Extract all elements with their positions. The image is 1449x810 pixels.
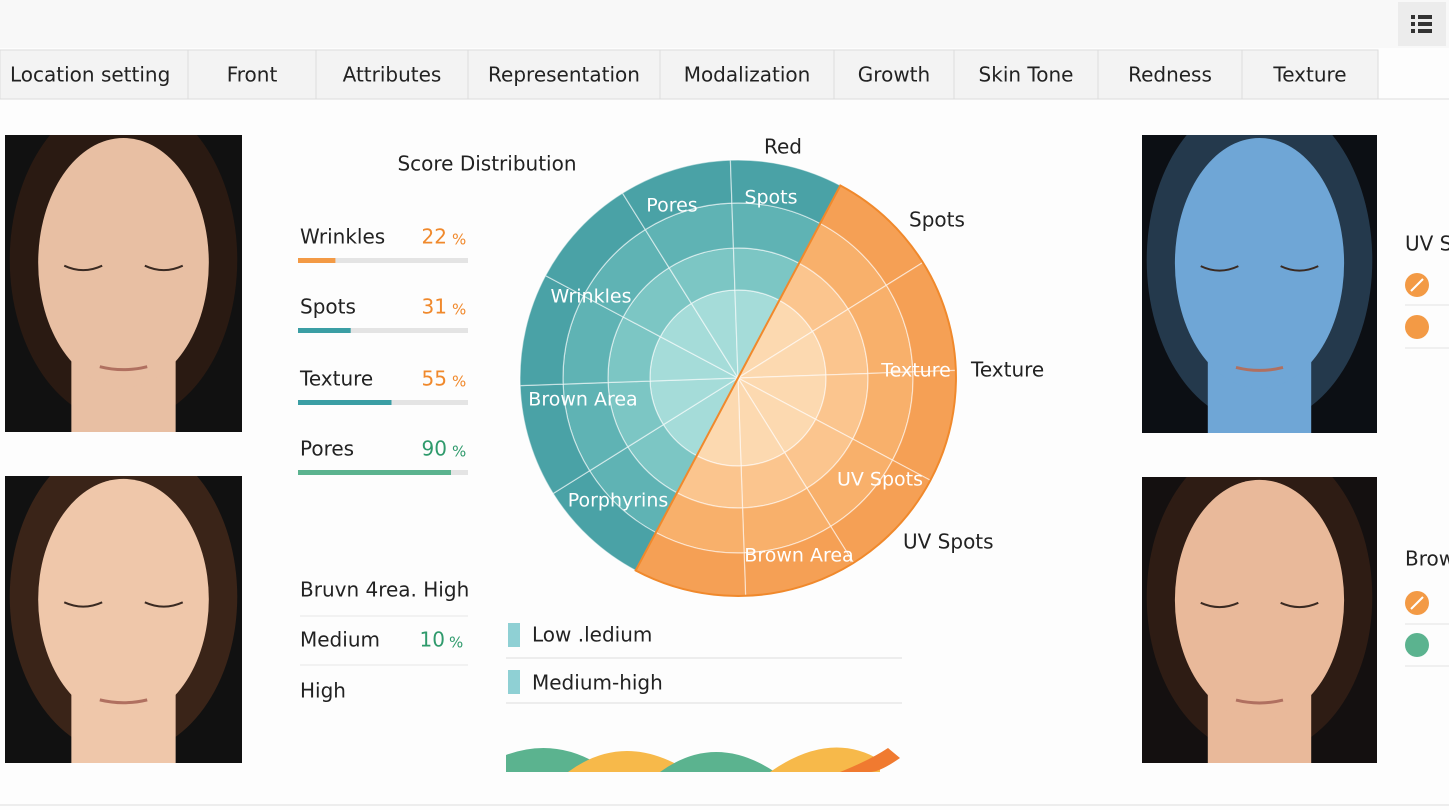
mouth [1235,698,1284,705]
metric-name: Pores [300,437,354,461]
face-photo [1142,477,1377,763]
metric-value: 31 [422,295,447,319]
menu-icon [1411,15,1432,33]
eye [63,264,103,272]
tab-label[interactable]: Skin Tone [979,63,1074,87]
mouth [99,698,148,705]
face-photo [5,476,242,763]
tab[interactable] [0,49,189,100]
wheel-outer-label: Spots [909,208,965,232]
tab-label[interactable]: Front [227,63,278,87]
wheel-label: Wrinkles [551,286,632,308]
face-photo [1142,135,1377,433]
eye [1280,265,1319,272]
wheel-border [634,184,957,597]
panel-title: Brow [1405,547,1449,571]
status-icon [1405,633,1429,657]
status-icon [1410,278,1424,292]
level-unit: % [449,634,463,652]
eye [144,264,184,272]
wheel-outer-label: Red [764,135,802,159]
legend-label: Medium-high [532,671,663,695]
progress-track [298,258,468,263]
wheel-outer-label: UV Spots [903,530,994,554]
eye [144,601,184,608]
metric-value: 90 [422,437,447,461]
level-name: Medium [300,628,380,652]
wheel-label: Spots [744,187,797,209]
face [1174,137,1345,389]
wheel-label: Pores [646,195,697,217]
top-bar [0,0,1449,48]
wheel-label: UV Spots [837,469,923,491]
metric-value: 55 [422,367,447,391]
section-title: Score Distribution [397,152,576,176]
level-heading: Bruvn 4rea. High [300,578,469,602]
face [38,137,209,388]
tab-label[interactable]: Location setting [10,63,170,87]
eye [1200,601,1239,609]
progress-fill [298,400,392,405]
wheel-label: Texture [880,360,951,382]
level-name: High [300,679,346,703]
eye [63,601,103,608]
tab-label[interactable]: Growth [858,63,930,87]
metric-unit: % [452,231,466,249]
tab-label[interactable]: Redness [1128,63,1212,87]
face-photo [5,135,242,432]
metric-name: Wrinkles [300,225,385,249]
tab-label[interactable]: Representation [488,63,640,87]
panel-title: UV S [1405,232,1449,256]
status-icon [1405,315,1429,339]
legend-swatch [508,670,520,694]
metric-name: Spots [300,295,356,319]
progress-fill [298,328,351,333]
progress-fill [298,258,336,263]
tab[interactable] [1241,49,1379,100]
wheel-label: Brown Area [528,389,637,411]
wheel-outer-label: Texture [970,358,1044,382]
metric-unit: % [452,301,466,319]
metric-unit: % [452,443,466,461]
progress-fill [298,470,451,475]
mouth [99,365,148,372]
face [38,478,209,720]
tab[interactable] [953,49,1099,100]
tab[interactable] [467,49,661,100]
eye [1280,601,1319,609]
wheel-label: Brown Area [744,545,853,567]
legend-swatch [508,623,520,647]
eye [1200,265,1239,272]
metric-name: Texture [299,367,373,391]
face [1174,479,1345,721]
tab-label[interactable]: Attributes [343,63,442,87]
wheel-label: Porphyrins [568,490,669,512]
level-value: 10 [420,628,445,652]
mouth [1235,365,1284,372]
tab-label[interactable]: Modalization [684,63,811,87]
status-icon [1410,596,1424,610]
legend-label: Low .ledium [532,623,652,647]
metric-unit: % [452,373,466,391]
wave-decoration [506,747,900,772]
metric-value: 22 [422,225,447,249]
progress-track [298,328,468,333]
tab-label[interactable]: Texture [1272,63,1346,87]
tab[interactable] [1097,49,1243,100]
